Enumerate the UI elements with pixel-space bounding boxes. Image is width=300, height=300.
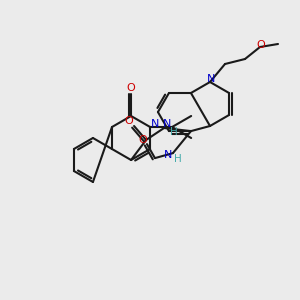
Text: N: N <box>207 74 215 84</box>
Text: O: O <box>139 135 147 145</box>
Text: N: N <box>151 119 159 129</box>
Text: O: O <box>127 83 135 93</box>
Text: O: O <box>125 116 134 126</box>
Text: H: H <box>170 127 178 137</box>
Text: O: O <box>256 40 266 50</box>
Text: N: N <box>163 119 171 129</box>
Text: H: H <box>174 154 182 164</box>
Text: N: N <box>164 150 172 160</box>
